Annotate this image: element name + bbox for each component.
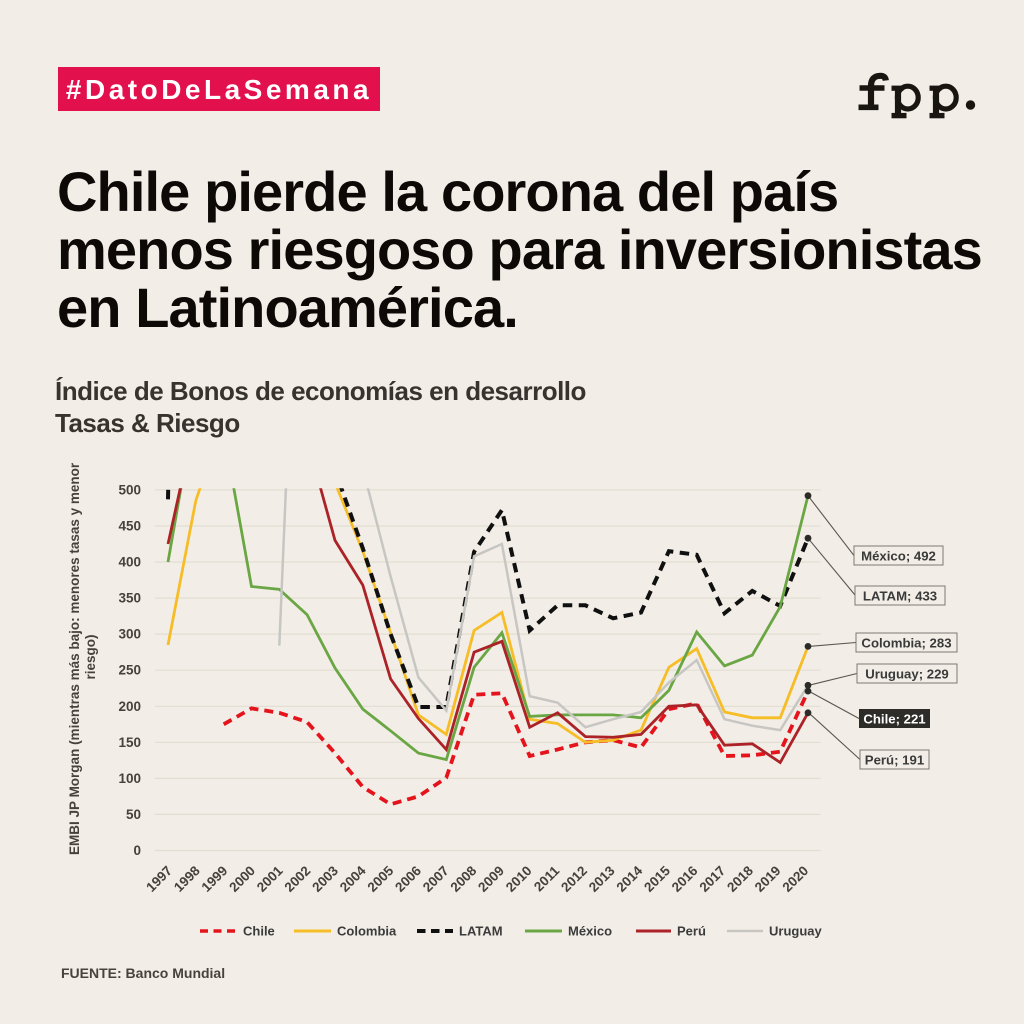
svg-text:50: 50 bbox=[126, 807, 141, 822]
svg-text:México: México bbox=[568, 924, 612, 939]
svg-text:2011: 2011 bbox=[531, 863, 563, 895]
svg-text:350: 350 bbox=[118, 591, 141, 606]
svg-text:Chile: Chile bbox=[243, 924, 275, 939]
svg-text:2007: 2007 bbox=[420, 863, 452, 895]
svg-text:2014: 2014 bbox=[613, 863, 645, 895]
svg-text:1999: 1999 bbox=[199, 863, 231, 895]
svg-text:2008: 2008 bbox=[448, 863, 480, 895]
svg-text:Chile; 221: Chile; 221 bbox=[863, 712, 925, 727]
svg-text:250: 250 bbox=[118, 663, 141, 678]
svg-text:2020: 2020 bbox=[779, 863, 811, 895]
svg-text:450: 450 bbox=[118, 519, 141, 534]
svg-text:400: 400 bbox=[118, 555, 141, 570]
svg-text:2015: 2015 bbox=[641, 863, 673, 895]
svg-text:1998: 1998 bbox=[171, 863, 203, 895]
svg-text:100: 100 bbox=[118, 771, 141, 786]
svg-text:2001: 2001 bbox=[254, 863, 286, 895]
svg-text:Uruguay; 229: Uruguay; 229 bbox=[865, 667, 949, 682]
svg-text:2000: 2000 bbox=[226, 863, 258, 895]
svg-text:300: 300 bbox=[118, 627, 141, 642]
svg-text:Colombia: Colombia bbox=[337, 924, 397, 939]
svg-text:2010: 2010 bbox=[503, 863, 535, 895]
svg-text:2017: 2017 bbox=[696, 863, 728, 895]
svg-text:Uruguay: Uruguay bbox=[769, 924, 823, 939]
svg-text:Perú; 191: Perú; 191 bbox=[865, 753, 924, 768]
svg-text:2004: 2004 bbox=[337, 863, 369, 895]
svg-text:2019: 2019 bbox=[752, 863, 784, 895]
svg-text:1997: 1997 bbox=[143, 863, 175, 895]
svg-text:2005: 2005 bbox=[365, 863, 397, 895]
svg-text:2009: 2009 bbox=[475, 863, 507, 895]
svg-text:EMBI JP Morgan (mientras más b: EMBI JP Morgan (mientras más bajo: menor… bbox=[67, 459, 98, 855]
svg-text:2003: 2003 bbox=[309, 863, 341, 895]
svg-text:LATAM; 433: LATAM; 433 bbox=[863, 589, 937, 604]
svg-text:2012: 2012 bbox=[558, 863, 590, 895]
svg-text:2006: 2006 bbox=[392, 863, 424, 895]
svg-text:500: 500 bbox=[118, 482, 141, 497]
svg-text:200: 200 bbox=[118, 699, 141, 714]
svg-text:2002: 2002 bbox=[282, 863, 314, 895]
svg-text:2016: 2016 bbox=[669, 863, 701, 895]
svg-text:LATAM: LATAM bbox=[459, 924, 503, 939]
svg-text:150: 150 bbox=[118, 735, 141, 750]
svg-text:0: 0 bbox=[133, 843, 141, 858]
svg-text:Perú: Perú bbox=[677, 924, 706, 939]
svg-text:Colombia; 283: Colombia; 283 bbox=[861, 636, 951, 651]
svg-text:México; 492: México; 492 bbox=[861, 549, 936, 564]
svg-text:2018: 2018 bbox=[724, 863, 756, 895]
svg-text:2013: 2013 bbox=[586, 863, 618, 895]
